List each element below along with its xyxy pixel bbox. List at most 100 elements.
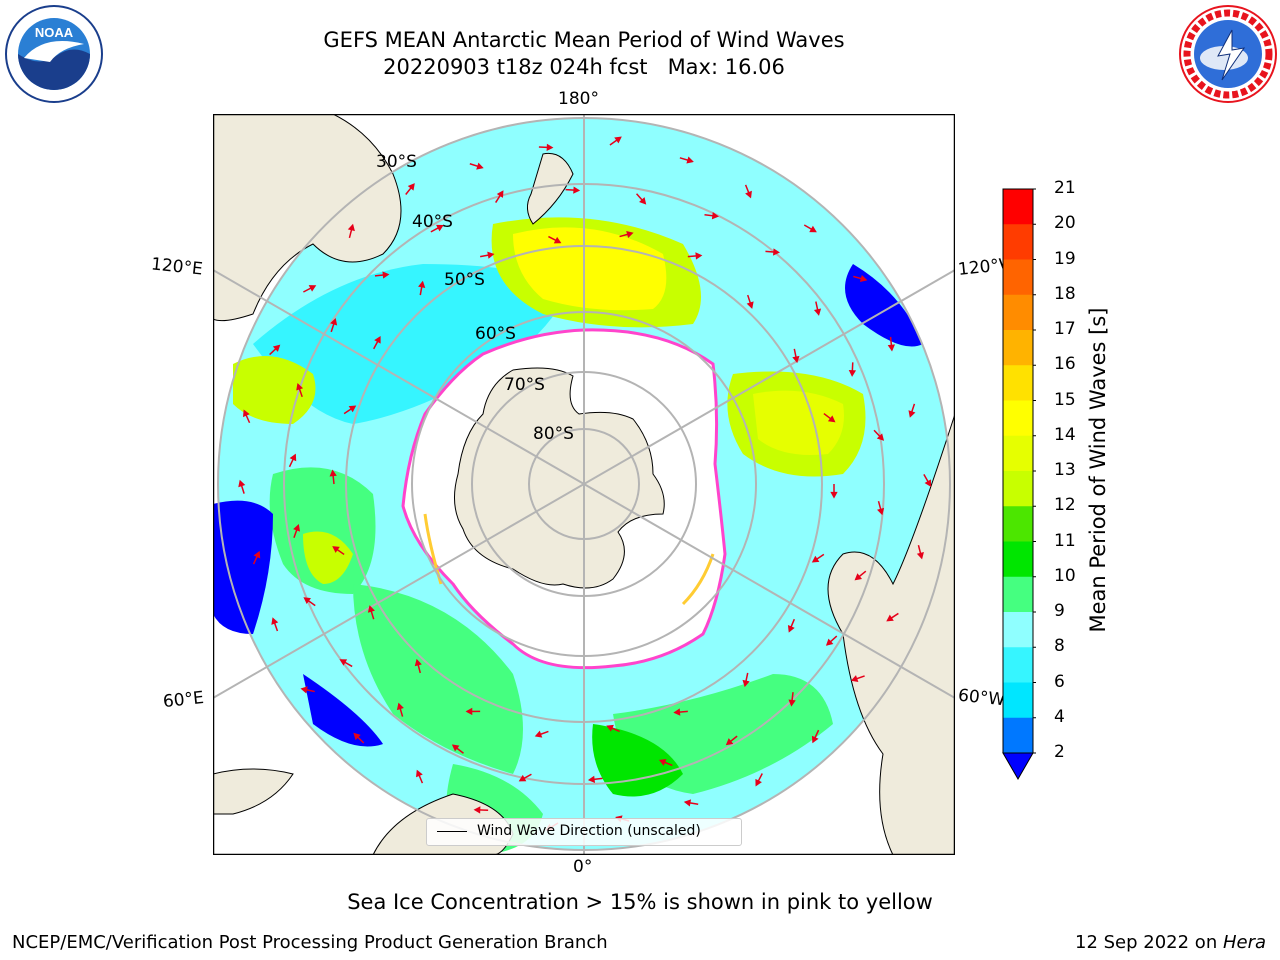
colorbar-tick-label: 17 bbox=[1054, 319, 1076, 339]
wind-arrow bbox=[606, 724, 620, 733]
wind-arrow bbox=[465, 707, 481, 716]
colorbar bbox=[1002, 188, 1036, 781]
wind-arrow bbox=[548, 235, 562, 244]
wind-arrow bbox=[619, 230, 634, 239]
wind-arrow bbox=[683, 799, 699, 807]
colorbar-tick-label: 12 bbox=[1054, 495, 1076, 516]
wind-arrow bbox=[469, 162, 484, 170]
wind-arrow bbox=[811, 729, 820, 744]
wind-arrow bbox=[343, 405, 357, 415]
wind-arrow bbox=[742, 672, 750, 688]
polar-map bbox=[213, 114, 955, 855]
wind-arrow bbox=[373, 336, 381, 350]
wind-arrow bbox=[813, 301, 822, 316]
wind-arrow bbox=[415, 769, 424, 784]
colorbar-tick-label: 4 bbox=[1054, 706, 1065, 727]
wind-arrow bbox=[293, 524, 301, 539]
wind-arrow bbox=[765, 248, 780, 256]
noaa-logo: NOAA bbox=[5, 5, 103, 103]
wind-arrow bbox=[243, 409, 251, 424]
lon-label-60e: 60°E bbox=[162, 687, 205, 713]
lat-label-50s: 50°S bbox=[444, 270, 485, 290]
wind-arrow bbox=[288, 453, 297, 468]
lon-label-180: 180° bbox=[558, 89, 599, 109]
lat-label-70s: 70°S bbox=[504, 375, 545, 395]
wind-arrow bbox=[271, 617, 279, 632]
colorbar-segment bbox=[1003, 365, 1033, 401]
colorbar-tick-label: 20 bbox=[1054, 213, 1076, 234]
lat-label-80s: 80°S bbox=[533, 424, 574, 444]
colorbar-segment bbox=[1003, 294, 1033, 331]
colorbar-tick-label: 11 bbox=[1054, 530, 1076, 551]
colorbar-label: Mean Period of Wind Waves [s] bbox=[1086, 307, 1110, 633]
wind-arrow bbox=[886, 612, 899, 622]
australia-land bbox=[213, 114, 402, 322]
lat-label-60s: 60°S bbox=[475, 324, 516, 344]
wind-arrow bbox=[405, 183, 415, 195]
antarctica-land bbox=[453, 367, 665, 589]
wind-arrow bbox=[811, 553, 825, 563]
wind-arrow bbox=[825, 635, 838, 646]
colorbar-tick-label: 14 bbox=[1054, 424, 1076, 445]
colorbar-tick-label: 16 bbox=[1054, 354, 1076, 375]
graticule bbox=[213, 114, 955, 855]
wind-arrow bbox=[451, 744, 464, 754]
colorbar-segment bbox=[1003, 435, 1033, 472]
wind-arrow bbox=[854, 570, 867, 581]
wind-arrow bbox=[887, 336, 895, 352]
island-land bbox=[213, 768, 294, 815]
lon-label-0: 0° bbox=[573, 857, 593, 877]
wind-arrow bbox=[908, 403, 916, 418]
legend-line-swatch bbox=[437, 831, 467, 832]
wind-arrow bbox=[877, 501, 885, 516]
wind-arrow bbox=[787, 618, 796, 633]
colorbar-tick-label: 6 bbox=[1054, 671, 1065, 692]
wave-area bbox=[845, 264, 923, 347]
wind-arrow bbox=[414, 658, 422, 674]
colorbar-tick-label: 13 bbox=[1054, 460, 1076, 480]
wave-area bbox=[753, 390, 844, 455]
colorbar-tick-label: 19 bbox=[1054, 248, 1076, 269]
wind-arrow bbox=[303, 285, 317, 293]
wind-arrow bbox=[347, 223, 355, 239]
wave-area bbox=[213, 500, 273, 634]
footer-branch: NCEP/EMC/Verification Post Processing Pr… bbox=[12, 932, 608, 953]
colorbar-segment bbox=[1003, 541, 1033, 578]
wind-arrow bbox=[850, 675, 865, 683]
wind-arrow bbox=[587, 775, 603, 783]
lon-label-120e: 120°E bbox=[150, 254, 204, 280]
wind-arrow bbox=[853, 274, 868, 283]
wind-arrow bbox=[803, 224, 817, 233]
wind-arrow bbox=[534, 730, 549, 738]
footer-date: 12 Sep 2022 on Hera bbox=[1075, 932, 1266, 953]
wind-arrow bbox=[353, 732, 365, 744]
lon-label-60w: 60°W bbox=[957, 685, 1006, 711]
wind-arrow bbox=[339, 659, 353, 668]
colorbar-tick-label: 15 bbox=[1054, 389, 1076, 410]
wind-arrow bbox=[658, 759, 673, 767]
map-title: GEFS MEAN Antarctic Mean Period of Wind … bbox=[323, 28, 845, 52]
wind-arrow bbox=[679, 156, 694, 164]
colorbar-segment bbox=[1003, 259, 1033, 296]
wind-arrow bbox=[755, 773, 763, 787]
map-frame bbox=[213, 114, 955, 855]
wind-arrow bbox=[848, 362, 857, 377]
wind-arrow bbox=[473, 806, 489, 814]
wind-arrow bbox=[565, 186, 581, 194]
colorbar-segment bbox=[1003, 400, 1033, 437]
wind-arrow bbox=[830, 484, 838, 499]
wind-arrow bbox=[329, 469, 337, 485]
colorbar-segment bbox=[1003, 330, 1033, 366]
colorbar-tick-label: 9 bbox=[1054, 601, 1065, 621]
wind-arrow bbox=[330, 318, 338, 333]
colorbar-under-triangle bbox=[1002, 752, 1034, 781]
wind-arrow bbox=[792, 348, 800, 364]
wind-arrow bbox=[367, 605, 375, 620]
wind-arrow bbox=[396, 702, 404, 717]
colorbar-segment bbox=[1003, 717, 1033, 754]
svg-text:NOAA: NOAA bbox=[35, 25, 74, 40]
wind-arrow bbox=[495, 190, 504, 203]
wind-arrow bbox=[673, 708, 688, 716]
wind-arrow bbox=[374, 271, 390, 279]
map-subtitle: 20220903 t18z 024h fcst Max: 16.06 bbox=[383, 55, 785, 79]
